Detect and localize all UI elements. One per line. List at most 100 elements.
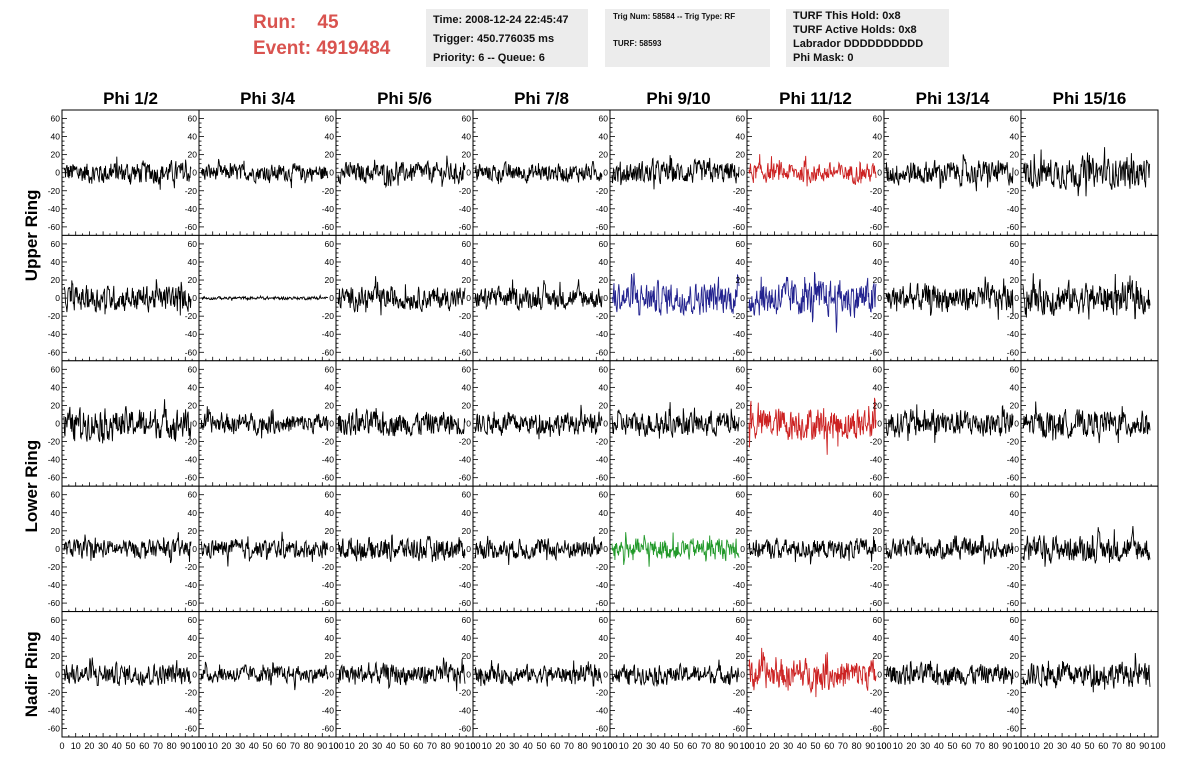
y-tick-label: 0 (740, 293, 745, 303)
y-tick-label: -60 (1007, 347, 1020, 357)
waveform-trace (1022, 273, 1151, 320)
waveform-trace (885, 154, 1014, 192)
x-tick-label: 90 (591, 741, 601, 751)
waveform-trace (885, 535, 1014, 565)
y-tick-label: 0 (192, 293, 197, 303)
y-tick-label: 60 (51, 239, 61, 249)
y-tick-label: 0 (192, 669, 197, 679)
y-tick-label: 20 (873, 400, 883, 410)
y-tick-label: 0 (55, 669, 60, 679)
y-tick-label: -60 (733, 222, 746, 232)
waveform-trace (885, 404, 1014, 443)
waveform-trace (611, 659, 740, 687)
x-tick-label: 60 (1098, 741, 1108, 751)
y-tick-label: 20 (1010, 651, 1020, 661)
x-tick-label: 80 (578, 741, 588, 751)
x-tick-label: 10 (208, 741, 218, 751)
waveform-trace (748, 536, 877, 565)
y-tick-label: -40 (459, 705, 472, 715)
phi-mask-text: Phi Mask: 0 (793, 52, 854, 64)
y-tick-label: 40 (599, 257, 609, 267)
x-tick-label: 30 (372, 741, 382, 751)
y-tick-label: 20 (51, 651, 61, 661)
y-tick-label: -20 (1007, 186, 1020, 196)
y-axis: -60 -40 -20 0 20 40 60 (48, 615, 200, 737)
y-tick-label: -20 (322, 562, 335, 572)
y-tick-label: -60 (733, 723, 746, 733)
x-tick-label: 70 (838, 741, 848, 751)
y-tick-label: -40 (1007, 580, 1020, 590)
y-tick-label: 60 (736, 239, 746, 249)
panel-r5-c1: -60 -40 -20 0 20 40 60 (48, 611, 200, 738)
waveform-trace (63, 156, 192, 190)
x-tick-label: 40 (1071, 741, 1081, 751)
waveform-trace (63, 657, 192, 687)
x-tick-label: 30 (509, 741, 519, 751)
waveform-trace (201, 294, 329, 301)
time-info-box: Time: 2008-12-24 22:45:47 Trigger: 450.7… (426, 9, 588, 67)
y-tick-label: 0 (329, 419, 334, 429)
y-tick-label: -40 (596, 705, 609, 715)
y-tick-label: 40 (188, 508, 198, 518)
turf-info-box: TURF This Hold: 0x8 TURF Active Holds: 0… (786, 9, 949, 67)
y-tick-label: 20 (51, 400, 61, 410)
y-tick-label: 40 (599, 132, 609, 142)
waveform-trace (337, 155, 466, 189)
y-tick-label: -60 (185, 723, 198, 733)
y-tick-label: -40 (48, 204, 61, 214)
panel-r1-c8: -60 -40 -20 0 20 40 60 (1007, 109, 1159, 236)
waveform-trace (885, 276, 1014, 320)
panel-r2-c6: -60 -40 -20 0 20 40 60 (733, 234, 885, 362)
y-tick-label: 0 (603, 168, 608, 178)
panel-r2-c5: -60 -40 -20 0 20 40 60 (596, 234, 748, 362)
y-tick-label: -20 (322, 311, 335, 321)
column-title-4: Phi 7/8 (514, 89, 569, 108)
panel-r5-c6: -60 -40 -20 0 20 40 60 (733, 611, 885, 738)
y-tick-label: 40 (51, 508, 61, 518)
y-tick-label: -60 (48, 347, 61, 357)
y-tick-label: 60 (51, 615, 61, 625)
panel-r5-c7: -60 -40 -20 0 20 40 60 (870, 611, 1022, 738)
y-axis: -60 -40 -20 0 20 40 60 (185, 114, 337, 236)
y-axis: -60 -40 -20 0 20 40 60 (596, 615, 748, 737)
panel-r3-c7: -60 -40 -20 0 20 40 60 (870, 360, 1022, 487)
waveform-trace (885, 660, 1014, 686)
y-tick-label: 20 (736, 150, 746, 160)
y-tick-label: 60 (325, 114, 335, 124)
y-tick-label: -20 (459, 186, 472, 196)
y-tick-label: -40 (459, 329, 472, 339)
x-tick-label: 70 (975, 741, 985, 751)
y-axis: -60 -40 -20 0 20 40 60 (870, 239, 1022, 361)
y-tick-label: 40 (188, 132, 198, 142)
y-tick-label: 40 (462, 508, 472, 518)
x-tick-label: 10 (71, 741, 81, 751)
x-tick-label: 100 (1150, 741, 1165, 751)
y-tick-label: 20 (325, 651, 335, 661)
y-tick-label: -40 (870, 580, 883, 590)
y-tick-label: -40 (733, 204, 746, 214)
x-tick-label: 30 (783, 741, 793, 751)
y-tick-label: 20 (599, 651, 609, 661)
y-tick-label: 40 (51, 257, 61, 267)
panel-r3-c2: -60 -40 -20 0 20 40 60 (185, 360, 337, 487)
x-tick-label: 80 (167, 741, 177, 751)
y-tick-label: 20 (736, 526, 746, 536)
y-tick-label: 60 (188, 239, 198, 249)
y-tick-label: 0 (55, 293, 60, 303)
x-tick-label: 0 (196, 741, 201, 751)
y-tick-label: 0 (192, 168, 197, 178)
x-tick-label: 60 (961, 741, 971, 751)
y-tick-label: 40 (188, 633, 198, 643)
y-tick-label: 40 (599, 508, 609, 518)
y-tick-label: 40 (736, 633, 746, 643)
y-tick-label: -40 (1007, 705, 1020, 715)
y-tick-label: -20 (596, 186, 609, 196)
y-tick-label: 0 (192, 544, 197, 554)
y-tick-label: 0 (877, 544, 882, 554)
y-tick-label: -40 (1007, 329, 1020, 339)
y-tick-label: 40 (736, 382, 746, 392)
y-tick-label: 40 (736, 132, 746, 142)
y-axis: -60 -40 -20 0 20 40 60 (870, 490, 1022, 612)
y-tick-label: -40 (733, 329, 746, 339)
y-tick-label: 40 (873, 508, 883, 518)
